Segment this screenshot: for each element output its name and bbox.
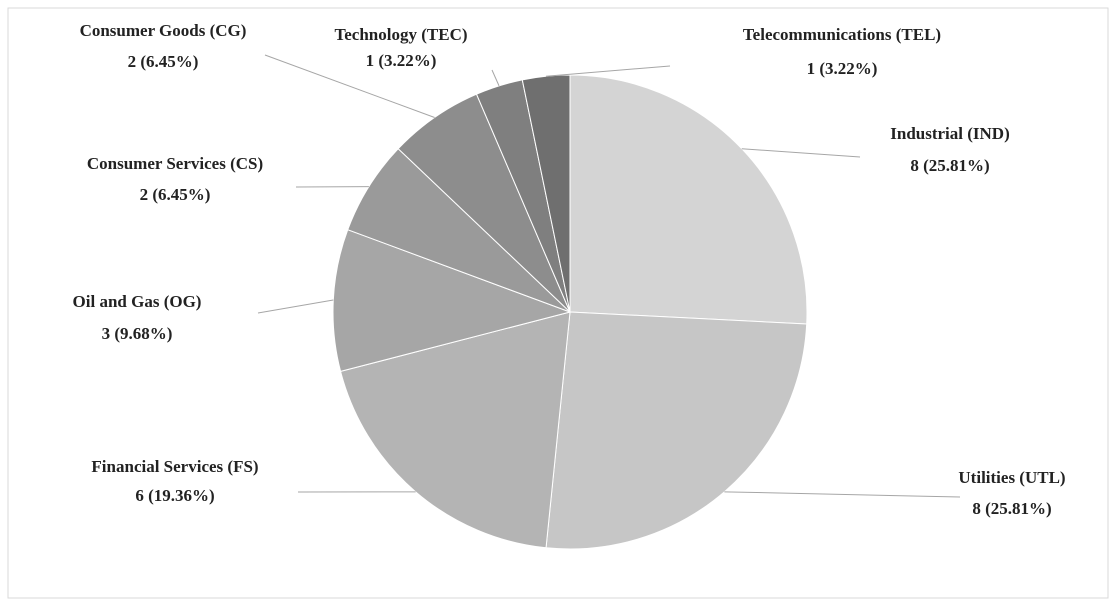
pie-slice (339, 311, 571, 549)
chart-frame (7, 7, 1109, 599)
pie-slice (569, 74, 808, 325)
value-label: 1 (3.22%) (366, 51, 437, 70)
value-label: 1 (3.22%) (807, 59, 878, 78)
slice-label: Industrial (IND) (890, 124, 1010, 143)
value-label: 3 (9.68%) (102, 324, 173, 343)
pie-slice (332, 229, 572, 373)
slice-label: Financial Services (FS) (91, 457, 258, 476)
slice-label: Consumer Goods (CG) (80, 21, 247, 40)
slice-label: Oil and Gas (OG) (73, 292, 202, 311)
pie-slice (521, 74, 571, 313)
leader-line (257, 299, 334, 314)
value-label: 8 (25.81%) (972, 499, 1051, 518)
value-label: 2 (6.45%) (128, 52, 199, 71)
value-label: 8 (25.81%) (910, 156, 989, 175)
leader-line (491, 69, 500, 87)
value-label: 2 (6.45%) (140, 185, 211, 204)
leader-line (741, 148, 861, 158)
leader-line (724, 491, 961, 498)
leader-line (545, 65, 671, 77)
slice-label: Telecommunications (TEL) (743, 25, 941, 44)
slice-label: Consumer Services (CS) (87, 154, 263, 173)
pie-slice (545, 311, 808, 550)
leader-line (264, 54, 435, 118)
slice-label: Technology (TEC) (334, 25, 467, 44)
value-label: 6 (19.36%) (135, 486, 214, 505)
slice-label: Utilities (UTL) (958, 468, 1065, 487)
